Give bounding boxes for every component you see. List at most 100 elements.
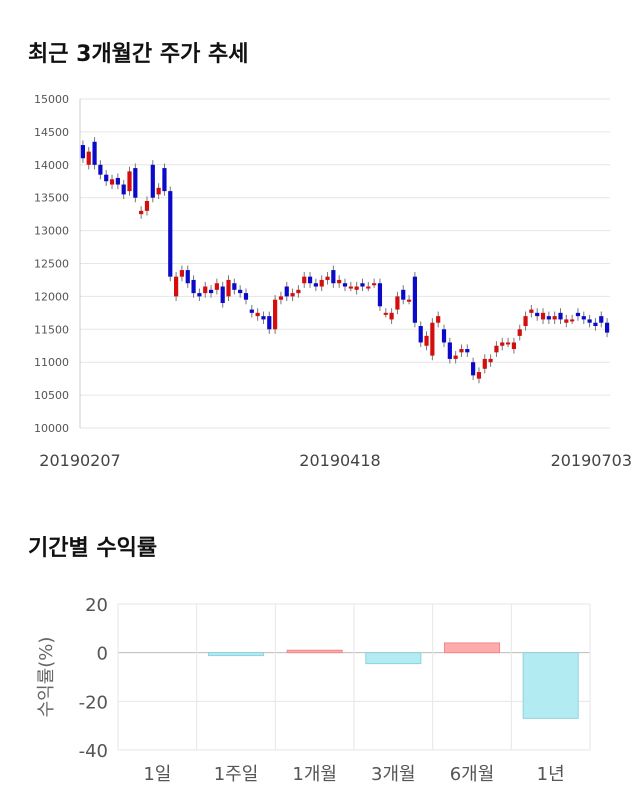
y-tick-label: 11000 xyxy=(34,356,69,369)
y-tick-label: 13000 xyxy=(34,225,69,238)
candle-body xyxy=(261,316,266,320)
candle-body xyxy=(238,289,243,294)
candle-body xyxy=(354,286,359,290)
candle-body xyxy=(232,283,237,290)
candle-body xyxy=(267,316,272,330)
candle-body xyxy=(505,342,511,345)
candle-body xyxy=(517,329,522,336)
candle-body xyxy=(372,283,377,286)
candle-body xyxy=(412,276,417,323)
price-candlestick-chart: 10000 10500 11000 11500 12000 12500 13000 13500… xyxy=(34,93,632,470)
y-tick-label: 11500 xyxy=(34,323,69,336)
candle-body xyxy=(599,316,604,323)
candle-body xyxy=(302,276,307,284)
return-bar xyxy=(365,652,422,665)
candle-body xyxy=(348,286,353,289)
candle-body xyxy=(319,279,324,287)
candle-body xyxy=(214,283,219,290)
candle-body xyxy=(430,322,435,356)
candle-body xyxy=(575,312,581,317)
candle-body xyxy=(174,276,179,297)
candle-body xyxy=(150,164,155,198)
candle-body xyxy=(360,283,365,287)
candle-body xyxy=(564,319,569,323)
candle-body xyxy=(383,312,388,315)
candle-body xyxy=(226,279,231,297)
return-bar xyxy=(522,652,579,719)
candle-body xyxy=(144,200,150,211)
candle-body xyxy=(337,279,342,284)
x-date-label: 20190418 xyxy=(299,451,380,470)
candle-body xyxy=(418,326,423,343)
candle-body xyxy=(471,362,476,376)
candle-body xyxy=(587,319,592,323)
candle-body xyxy=(546,316,551,320)
y-tick-label: 10000 xyxy=(34,422,69,435)
y-tick-label: 13500 xyxy=(34,192,69,205)
candle-body xyxy=(127,171,132,192)
candle-body xyxy=(80,145,86,159)
candle-body xyxy=(465,349,470,353)
candle-body xyxy=(436,316,441,323)
candle-body xyxy=(377,283,383,307)
candle-body xyxy=(593,322,598,327)
candle-body xyxy=(401,289,406,300)
price-trend-title: 최근 3개월간 주가 추세 xyxy=(28,42,249,67)
candle-body xyxy=(500,342,505,346)
return-bar xyxy=(207,652,265,657)
y-tick-label: 12000 xyxy=(34,290,69,303)
candle-body xyxy=(203,286,208,294)
y-tick-label: 20 xyxy=(85,595,108,616)
y-tick-label: -20 xyxy=(79,692,108,713)
candle-body xyxy=(109,179,115,185)
x-category-label: 1주일 xyxy=(214,764,259,785)
candle-body xyxy=(133,168,138,198)
y-tick-label: 14000 xyxy=(34,159,69,172)
candle-body xyxy=(604,322,610,333)
candle-body xyxy=(581,316,586,320)
candle-body xyxy=(255,312,260,317)
candle-body xyxy=(168,191,173,277)
x-category-label: 6개월 xyxy=(450,764,495,785)
candle-body xyxy=(570,319,575,322)
candle-body xyxy=(249,309,254,313)
candle-body xyxy=(424,335,429,346)
candle-body xyxy=(197,293,202,297)
candle-body xyxy=(476,372,482,379)
y-tick-label: 14500 xyxy=(34,126,69,139)
candle-body xyxy=(342,283,348,287)
candle-body xyxy=(278,296,284,300)
candle-body xyxy=(494,345,499,353)
candle-body xyxy=(325,276,330,280)
x-date-label: 20190207 xyxy=(39,451,120,470)
candle-body xyxy=(115,177,120,185)
candle-body xyxy=(540,312,546,320)
y-tick-label: 10500 xyxy=(34,389,69,402)
candle-body xyxy=(92,141,97,165)
candle-body xyxy=(284,286,289,297)
candle-body xyxy=(104,174,109,182)
candle-body xyxy=(179,270,185,277)
candle-body xyxy=(162,168,167,192)
y-tick-label: 15000 xyxy=(34,93,69,106)
x-date-label: 20190703 xyxy=(551,451,632,470)
candle-body xyxy=(441,329,447,343)
candle-body xyxy=(366,286,371,289)
x-category-label: 3개월 xyxy=(371,764,416,785)
returns-title: 기간별 수익률 xyxy=(28,536,158,561)
candle-body xyxy=(482,358,487,369)
y-tick-label: -40 xyxy=(79,741,108,762)
candle-body xyxy=(86,151,91,165)
candle-body xyxy=(208,289,214,294)
candle-body xyxy=(459,349,464,353)
candle-body xyxy=(313,283,318,287)
x-category-label: 1개월 xyxy=(292,764,337,785)
candle-body xyxy=(273,299,278,330)
candle-body xyxy=(121,184,126,195)
candle-body xyxy=(447,342,452,359)
candle-body xyxy=(191,279,196,294)
candle-body xyxy=(290,293,295,297)
returns-bar-chart: -40 -20 0 20 1일 1주일 1개월 3개월 6개월 1년 수익률(%) xyxy=(36,595,591,785)
candle-body xyxy=(98,164,103,175)
candle-body xyxy=(389,312,394,320)
